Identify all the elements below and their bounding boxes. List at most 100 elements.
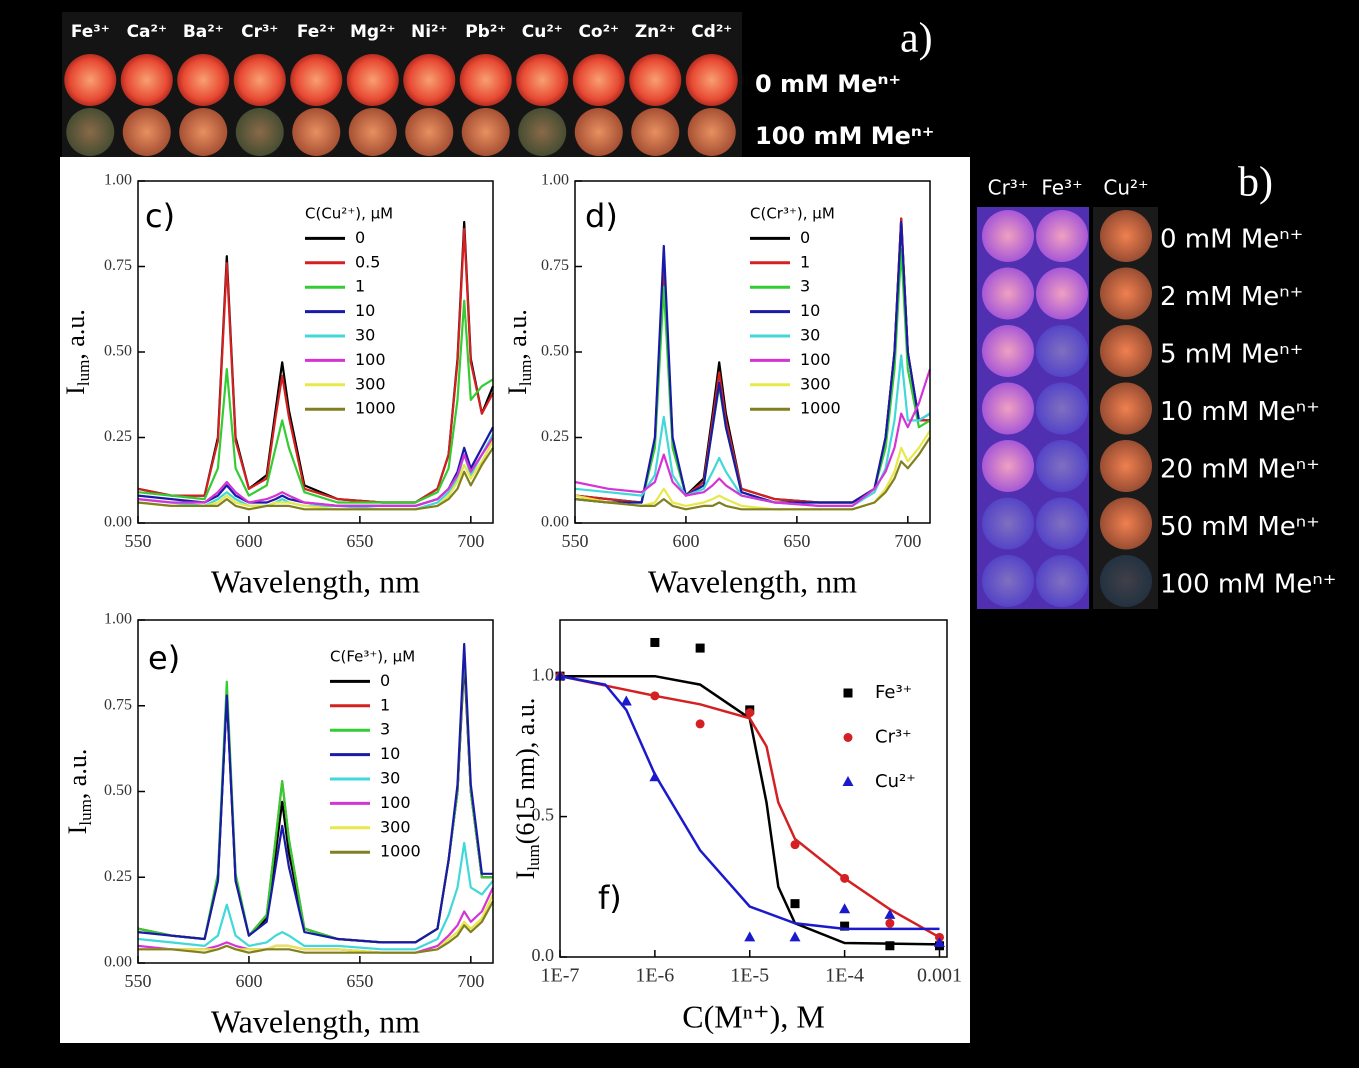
well bbox=[120, 54, 173, 106]
ion-label: Cr³⁺ bbox=[241, 22, 278, 42]
well bbox=[1036, 210, 1088, 262]
well bbox=[292, 108, 341, 156]
plot-frame bbox=[574, 180, 931, 524]
spectrum-line bbox=[137, 447, 494, 511]
y-tick-label: 1.0 bbox=[532, 664, 555, 684]
well bbox=[982, 210, 1034, 262]
y-axis-label-part: lum bbox=[516, 360, 535, 386]
y-axis-label: Ilum, a.u. bbox=[503, 309, 535, 395]
well bbox=[572, 54, 625, 106]
well bbox=[631, 108, 680, 156]
x-tick-label: 0.001 bbox=[917, 965, 962, 987]
legend-label: 1 bbox=[800, 252, 810, 271]
panel-label: d) bbox=[585, 197, 618, 235]
well bbox=[346, 54, 399, 106]
data-point bbox=[744, 931, 756, 942]
legend-label: 0 bbox=[800, 228, 810, 247]
y-tick-label: 0.75 bbox=[541, 257, 569, 274]
row-label: 10 mM Meⁿ⁺ bbox=[1160, 397, 1320, 427]
y-axis-label-part: , a.u. bbox=[503, 309, 532, 360]
data-point bbox=[790, 840, 800, 850]
legend-title: C(Fe³⁺), μM bbox=[330, 648, 415, 666]
legend-marker bbox=[842, 776, 854, 786]
spectrum-line bbox=[137, 642, 493, 944]
panel-label: b) bbox=[1238, 160, 1273, 206]
y-axis-label-part: (615 nm), a.u. bbox=[511, 698, 540, 845]
figure-panel bbox=[60, 157, 970, 1043]
legend-label: Cu²⁺ bbox=[875, 771, 916, 792]
legend-label: 0 bbox=[355, 228, 365, 247]
ion-label: Zn²⁺ bbox=[635, 22, 676, 42]
x-tick-label: 700 bbox=[894, 531, 921, 551]
legend-marker bbox=[843, 688, 853, 698]
legend-label: 3 bbox=[380, 720, 390, 739]
well bbox=[518, 108, 567, 156]
row-label: 100 mM Meⁿ⁺ bbox=[1160, 570, 1336, 600]
ion-label: Ni²⁺ bbox=[411, 22, 447, 42]
legend-marker bbox=[843, 733, 853, 742]
data-point bbox=[839, 903, 851, 914]
y-tick-label: 0.50 bbox=[104, 782, 132, 799]
y-tick-label: 1.00 bbox=[541, 172, 569, 189]
data-point bbox=[650, 691, 660, 701]
well bbox=[348, 108, 397, 156]
spectrum-line bbox=[137, 227, 494, 504]
ion-label: Cu²⁺ bbox=[1103, 176, 1148, 200]
data-point bbox=[885, 918, 895, 928]
x-axis-label: Wavelength, nm bbox=[648, 563, 857, 599]
y-tick-label: 0.25 bbox=[104, 868, 132, 885]
spectrum-line bbox=[137, 841, 494, 951]
legend-label: 30 bbox=[800, 326, 820, 345]
legend-label: 1000 bbox=[355, 399, 396, 418]
well bbox=[982, 267, 1034, 320]
row-label: 5 mM Meⁿ⁺ bbox=[1160, 340, 1303, 370]
well bbox=[459, 54, 512, 106]
y-axis-label-part: I bbox=[61, 386, 90, 395]
y-tick-label: 0.75 bbox=[104, 696, 132, 713]
legend-label: 1000 bbox=[800, 399, 841, 418]
x-tick-label: 550 bbox=[562, 531, 589, 551]
x-tick-label: 1E-4 bbox=[825, 965, 864, 987]
well bbox=[1036, 555, 1088, 607]
well bbox=[982, 382, 1034, 435]
data-point bbox=[790, 899, 800, 909]
ion-label: Cr³⁺ bbox=[988, 176, 1029, 200]
spectrum-line bbox=[574, 430, 931, 511]
x-axis-label: Wavelength, nm bbox=[211, 1003, 420, 1039]
y-axis-label-part: lum bbox=[74, 360, 93, 386]
well bbox=[1100, 325, 1152, 377]
data-point bbox=[649, 771, 661, 782]
legend-label: 300 bbox=[800, 374, 831, 393]
panel-label: f) bbox=[598, 879, 622, 917]
row-label: 0 mM Meⁿ⁺ bbox=[755, 70, 901, 98]
y-axis-label: Ilum(615 nm), a.u. bbox=[511, 698, 543, 880]
well bbox=[982, 325, 1034, 377]
x-tick-label: 1E-6 bbox=[635, 965, 674, 987]
well bbox=[235, 108, 284, 156]
legend-label: Cr³⁺ bbox=[875, 727, 912, 748]
legend-title: C(Cr³⁺), μM bbox=[750, 205, 835, 223]
y-tick-label: 0.25 bbox=[541, 428, 569, 445]
row-label: 0 mM Meⁿ⁺ bbox=[1160, 225, 1303, 255]
spectrum-line bbox=[574, 436, 931, 511]
ion-label: Co²⁺ bbox=[578, 22, 619, 42]
y-axis-label-part: lum bbox=[524, 844, 543, 870]
plot-frame bbox=[137, 619, 494, 964]
legend-label: 0 bbox=[380, 671, 390, 690]
x-tick-label: 700 bbox=[457, 971, 484, 991]
x-tick-label: 650 bbox=[783, 531, 810, 551]
well bbox=[1036, 382, 1088, 435]
well bbox=[405, 108, 454, 156]
well bbox=[66, 108, 115, 156]
well bbox=[574, 108, 623, 156]
well bbox=[1100, 382, 1152, 435]
x-axis-label: Wavelength, nm bbox=[211, 563, 420, 599]
ion-label: Fe³⁺ bbox=[1041, 176, 1082, 200]
data-point bbox=[933, 936, 945, 947]
chart: 550 600 650 700 0.00 0.25 0.50 0.75 1.00 0 1 3 10 30 1… bbox=[503, 172, 932, 599]
well bbox=[982, 497, 1034, 550]
x-tick-label: 650 bbox=[346, 531, 373, 551]
legend-label: 300 bbox=[355, 374, 386, 393]
well bbox=[1036, 440, 1088, 492]
x-tick-label: 600 bbox=[672, 531, 699, 551]
